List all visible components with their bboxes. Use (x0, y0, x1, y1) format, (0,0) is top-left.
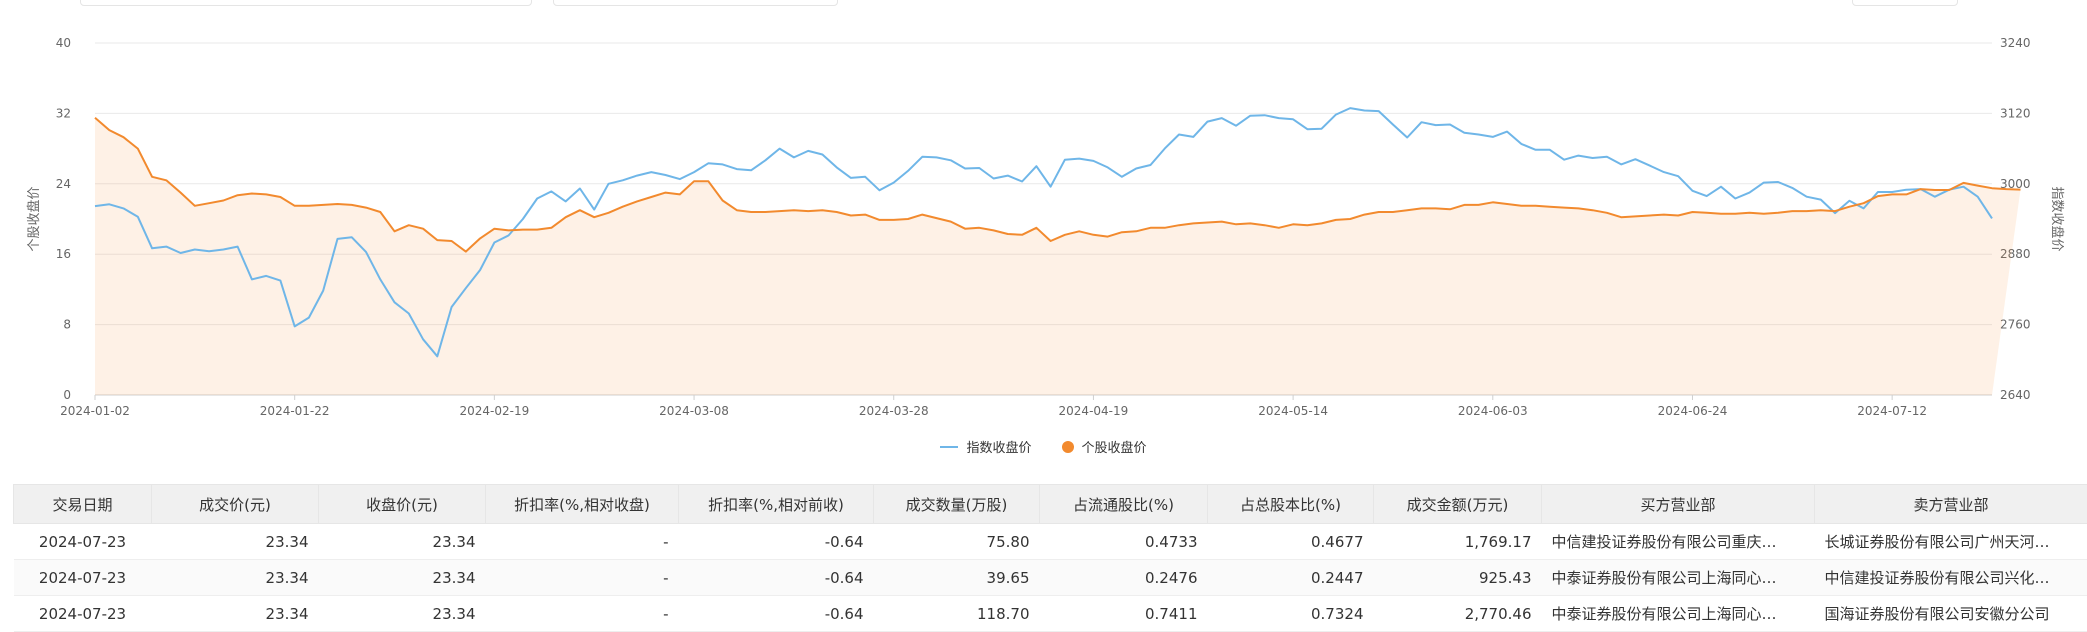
table-row[interactable]: 2024-07-23 23.34 23.34 - -0.64 118.70 0.… (14, 596, 2087, 632)
cell-amount: 2,770.46 (1374, 596, 1542, 632)
y-left-tick-label: 16 (56, 247, 71, 261)
cell-close-price: 23.34 (319, 560, 486, 596)
table-row[interactable]: 2024-07-23 23.34 23.34 - -0.64 39.65 0.2… (14, 560, 2087, 596)
legend-dot-swatch (1062, 441, 1074, 453)
x-tick-label: 2024-07-12 (1857, 404, 1927, 418)
x-tick-label: 2024-06-03 (1458, 404, 1528, 418)
y-right-tick-label: 3240 (2000, 36, 2031, 50)
cell-discount-prev: -0.64 (679, 524, 874, 560)
cell-close-price: 23.34 (319, 524, 486, 560)
cell-total-ratio: 0.4677 (1208, 524, 1374, 560)
x-tick-label: 2024-05-14 (1258, 404, 1328, 418)
y-left-tick-label: 0 (63, 388, 71, 402)
legend-label-index: 指数收盘价 (966, 437, 1031, 456)
col-header[interactable]: 折扣率(%,相对前收) (679, 485, 874, 524)
price-chart: 08162432402640276028803000312032402024-0… (0, 0, 2087, 432)
col-header[interactable]: 成交数量(万股) (874, 485, 1040, 524)
legend-item-index[interactable]: 指数收盘价 (940, 437, 1031, 456)
cell-date: 2024-07-23 (14, 560, 152, 596)
chart-series (95, 108, 2021, 395)
cell-close-price: 23.34 (319, 596, 486, 632)
table-header-row: 交易日期 成交价(元) 收盘价(元) 折扣率(%,相对收盘) 折扣率(%,相对前… (14, 485, 2087, 524)
cell-buyer[interactable]: 中泰证券股份有限公司上海同心… (1542, 596, 1815, 632)
col-header[interactable]: 收盘价(元) (319, 485, 486, 524)
x-tick-label: 2024-01-02 (60, 404, 130, 418)
cell-discount-close: - (486, 524, 679, 560)
y-right-tick-label: 2760 (2000, 318, 2031, 332)
cell-buyer[interactable]: 中信建投证券股份有限公司重庆… (1542, 524, 1815, 560)
cell-total-ratio: 0.2447 (1208, 560, 1374, 596)
cell-date: 2024-07-23 (14, 596, 152, 632)
col-header[interactable]: 交易日期 (14, 485, 152, 524)
cell-volume: 75.80 (874, 524, 1040, 560)
cell-seller[interactable]: 国海证券股份有限公司安徽分公司 (1815, 596, 2087, 632)
col-header[interactable]: 卖方营业部 (1815, 485, 2087, 524)
block-trade-table: 交易日期 成交价(元) 收盘价(元) 折扣率(%,相对收盘) 折扣率(%,相对前… (13, 484, 2087, 632)
y-right-tick-label: 2640 (2000, 388, 2031, 402)
col-header[interactable]: 买方营业部 (1542, 485, 1815, 524)
cell-discount-close: - (486, 596, 679, 632)
legend-item-stock[interactable]: 个股收盘价 (1062, 437, 1147, 456)
cell-deal-price: 23.34 (152, 560, 319, 596)
cell-seller[interactable]: 中信建投证券股份有限公司兴化… (1815, 560, 2087, 596)
y-left-tick-label: 8 (63, 318, 71, 332)
col-header[interactable]: 占流通股比(%) (1040, 485, 1208, 524)
y-axis-right-title: 指数收盘价 (2049, 186, 2065, 251)
cell-amount: 1,769.17 (1374, 524, 1542, 560)
stock-area (95, 118, 2021, 395)
cell-discount-close: - (486, 560, 679, 596)
cell-buyer[interactable]: 中泰证券股份有限公司上海同心… (1542, 560, 1815, 596)
x-tick-label: 2024-04-19 (1059, 404, 1129, 418)
cell-float-ratio: 0.4733 (1040, 524, 1208, 560)
cell-float-ratio: 0.7411 (1040, 596, 1208, 632)
x-tick-label: 2024-06-24 (1658, 404, 1728, 418)
y-axis-left-title: 个股收盘价 (26, 186, 42, 251)
col-header[interactable]: 折扣率(%,相对收盘) (486, 485, 679, 524)
cell-discount-prev: -0.64 (679, 596, 874, 632)
x-tick-label: 2024-02-19 (459, 404, 529, 418)
cell-amount: 925.43 (1374, 560, 1542, 596)
y-left-tick-label: 32 (56, 106, 71, 120)
y-left-tick-label: 24 (56, 177, 71, 191)
cell-date: 2024-07-23 (14, 524, 152, 560)
cell-deal-price: 23.34 (152, 596, 319, 632)
cell-volume: 39.65 (874, 560, 1040, 596)
x-tick-label: 2024-03-08 (659, 404, 729, 418)
cell-float-ratio: 0.2476 (1040, 560, 1208, 596)
y-right-tick-label: 3120 (2000, 106, 2031, 120)
cell-total-ratio: 0.7324 (1208, 596, 1374, 632)
x-tick-label: 2024-03-28 (859, 404, 929, 418)
x-tick-label: 2024-01-22 (260, 404, 330, 418)
cell-volume: 118.70 (874, 596, 1040, 632)
legend-label-stock: 个股收盘价 (1082, 437, 1147, 456)
chart-legend: 指数收盘价 个股收盘价 (0, 437, 2087, 456)
col-header[interactable]: 成交价(元) (152, 485, 319, 524)
legend-line-swatch (940, 446, 958, 448)
cell-discount-prev: -0.64 (679, 560, 874, 596)
col-header[interactable]: 成交金额(万元) (1374, 485, 1542, 524)
cell-seller[interactable]: 长城证券股份有限公司广州天河… (1815, 524, 2087, 560)
cell-deal-price: 23.34 (152, 524, 319, 560)
col-header[interactable]: 占总股本比(%) (1208, 485, 1374, 524)
y-left-tick-label: 40 (56, 36, 71, 50)
table-row[interactable]: 2024-07-23 23.34 23.34 - -0.64 75.80 0.4… (14, 524, 2087, 560)
